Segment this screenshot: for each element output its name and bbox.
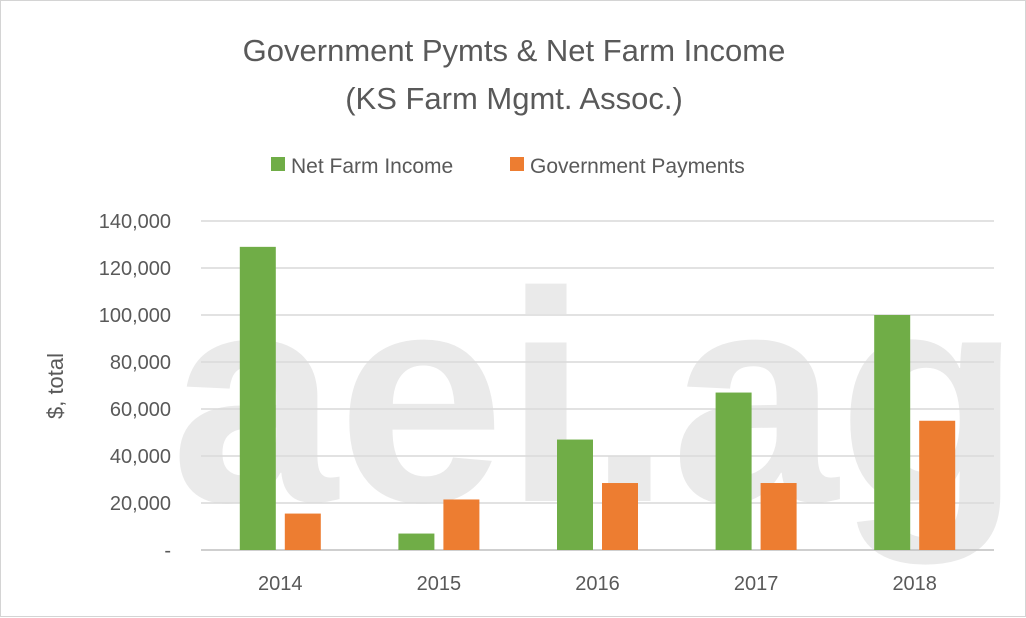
x-tick-label: 2014 [258,573,303,595]
bar-net-farm-income [874,315,911,550]
x-axis-ticks: 2014 2015 2016 2017 2018 [258,573,937,595]
legend-label-net-farm-income: Net Farm Income [291,155,453,178]
bar-net-farm-income [239,246,276,550]
x-tick-label: 2016 [575,573,620,595]
x-tick-label: 2015 [417,573,462,595]
bars [239,246,956,550]
y-tick-label: 80,000 [110,352,171,374]
legend-label-government-payments: Government Payments [530,155,745,178]
y-tick-label: - [164,540,171,562]
bar-net-farm-income [398,533,435,550]
y-tick-label: 140,000 [99,211,171,233]
gridlines [201,220,994,551]
y-axis-ticks: - 20,000 40,000 60,000 80,000 100,000 120,000 1… [99,211,171,562]
y-tick-label: 120,000 [99,258,171,280]
y-tick-label: 100,000 [99,305,171,327]
bar-government-payments [919,420,956,550]
y-axis-title: $, total [43,353,68,419]
y-tick-label: 20,000 [110,493,171,515]
legend-swatch-net-farm-income [271,157,285,171]
legend-swatch-government-payments [510,157,524,171]
bar-government-payments [443,499,480,550]
bar-net-farm-income [557,439,593,550]
y-tick-label: 60,000 [110,399,171,421]
bar-net-farm-income [715,392,752,550]
bar-government-payments [760,483,797,550]
chart-title: Government Pymts & Net Farm Income [243,33,786,68]
x-tick-label: 2018 [892,573,937,595]
y-tick-label: 40,000 [110,446,171,468]
bar-government-payments [284,513,321,550]
bar-government-payments [602,483,638,550]
x-tick-label: 2017 [734,573,779,595]
legend: Net Farm Income Government Payments [271,155,745,178]
chart-subtitle: (KS Farm Mgmt. Assoc.) [345,81,683,116]
